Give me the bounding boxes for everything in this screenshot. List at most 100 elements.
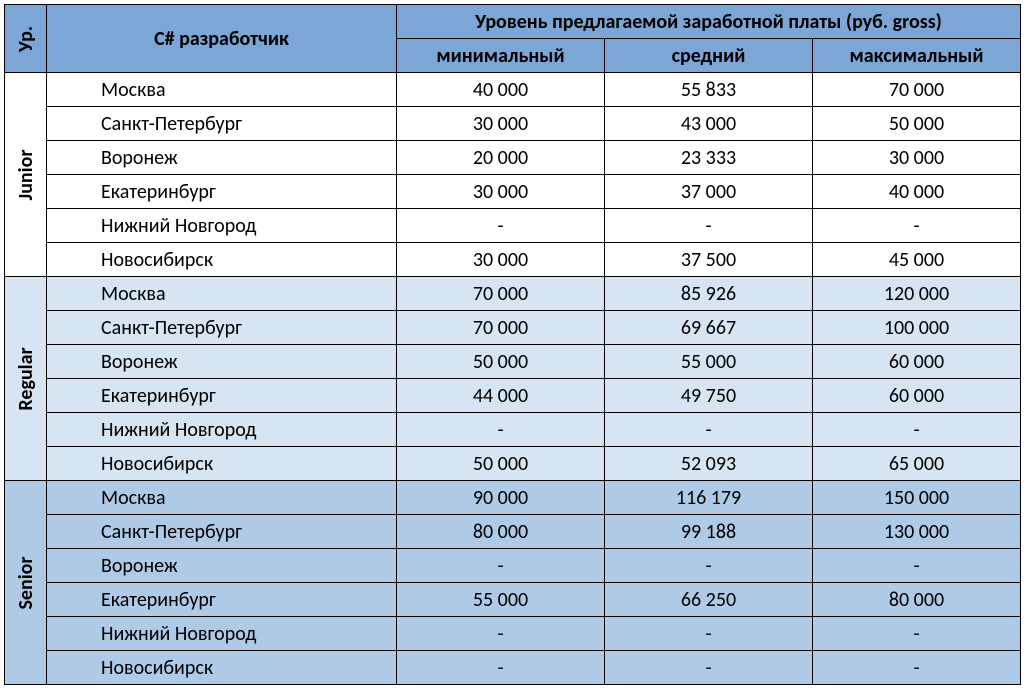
- city-cell: Санкт-Петербург: [47, 515, 397, 549]
- table-row: Воронеж20 00023 33330 000: [5, 141, 1021, 175]
- value-avg: 43 000: [605, 107, 813, 141]
- city-cell: Воронеж: [47, 549, 397, 583]
- value-avg: 116 179: [605, 481, 813, 515]
- value-max: 60 000: [813, 345, 1021, 379]
- city-cell: Нижний Новгород: [47, 617, 397, 651]
- city-cell: Воронеж: [47, 141, 397, 175]
- table-body: JuniorМосква40 00055 83370 000Санкт-Пете…: [5, 73, 1021, 685]
- table-row: Екатеринбург44 00049 75060 000: [5, 379, 1021, 413]
- value-avg: 37 500: [605, 243, 813, 277]
- table-row: SeniorМосква90 000116 179150 000: [5, 481, 1021, 515]
- level-cell: Regular: [5, 277, 47, 481]
- table-row: Воронеж---: [5, 549, 1021, 583]
- value-min: -: [397, 209, 605, 243]
- table-row: Нижний Новгород---: [5, 413, 1021, 447]
- table-row: Воронеж50 00055 00060 000: [5, 345, 1021, 379]
- value-max: 60 000: [813, 379, 1021, 413]
- city-cell: Москва: [47, 481, 397, 515]
- table-row: Новосибирск50 00052 09365 000: [5, 447, 1021, 481]
- table-row: Санкт-Петербург80 00099 188130 000: [5, 515, 1021, 549]
- value-min: 30 000: [397, 107, 605, 141]
- value-min: -: [397, 617, 605, 651]
- table-row: JuniorМосква40 00055 83370 000: [5, 73, 1021, 107]
- value-min: 30 000: [397, 175, 605, 209]
- value-avg: 55 000: [605, 345, 813, 379]
- level-cell: Junior: [5, 73, 47, 277]
- value-min: 70 000: [397, 311, 605, 345]
- city-cell: Воронеж: [47, 345, 397, 379]
- table-row: Нижний Новгород---: [5, 617, 1021, 651]
- value-avg: 85 926: [605, 277, 813, 311]
- value-avg: 23 333: [605, 141, 813, 175]
- level-label: Regular: [14, 347, 38, 410]
- value-min: 40 000: [397, 73, 605, 107]
- level-label: Junior: [14, 149, 38, 200]
- value-max: -: [813, 651, 1021, 685]
- value-avg: -: [605, 617, 813, 651]
- value-avg: -: [605, 413, 813, 447]
- value-max: -: [813, 617, 1021, 651]
- level-cell: Senior: [5, 481, 47, 685]
- value-max: 150 000: [813, 481, 1021, 515]
- value-max: 80 000: [813, 583, 1021, 617]
- value-avg: 37 000: [605, 175, 813, 209]
- table-row: Новосибирск30 00037 50045 000: [5, 243, 1021, 277]
- city-cell: Нижний Новгород: [47, 209, 397, 243]
- table-row: Екатеринбург55 00066 25080 000: [5, 583, 1021, 617]
- header-col-min: минимальный: [397, 39, 605, 73]
- value-min: 30 000: [397, 243, 605, 277]
- city-cell: Новосибирск: [47, 243, 397, 277]
- value-max: 65 000: [813, 447, 1021, 481]
- header-col-max: максимальный: [813, 39, 1021, 73]
- value-min: 70 000: [397, 277, 605, 311]
- value-max: -: [813, 413, 1021, 447]
- table-row: Новосибирск---: [5, 651, 1021, 685]
- table-row: Санкт-Петербург30 00043 00050 000: [5, 107, 1021, 141]
- header-level: Ур.: [5, 5, 47, 73]
- value-min: -: [397, 651, 605, 685]
- city-cell: Москва: [47, 277, 397, 311]
- table-row: Екатеринбург30 00037 00040 000: [5, 175, 1021, 209]
- value-avg: 49 750: [605, 379, 813, 413]
- header-role: C# разработчик: [47, 5, 397, 73]
- city-cell: Екатеринбург: [47, 175, 397, 209]
- value-min: 55 000: [397, 583, 605, 617]
- value-avg: 52 093: [605, 447, 813, 481]
- value-avg: -: [605, 209, 813, 243]
- value-max: 40 000: [813, 175, 1021, 209]
- value-min: 90 000: [397, 481, 605, 515]
- city-cell: Новосибирск: [47, 447, 397, 481]
- header-salary-group: Уровень предлагаемой заработной платы (р…: [397, 5, 1021, 39]
- city-cell: Екатеринбург: [47, 379, 397, 413]
- city-cell: Новосибирск: [47, 651, 397, 685]
- value-avg: -: [605, 651, 813, 685]
- value-avg: 55 833: [605, 73, 813, 107]
- value-avg: 66 250: [605, 583, 813, 617]
- salary-table: Ур. C# разработчик Уровень предлагаемой …: [4, 4, 1021, 685]
- value-max: 45 000: [813, 243, 1021, 277]
- city-cell: Екатеринбург: [47, 583, 397, 617]
- table-row: Санкт-Петербург70 00069 667100 000: [5, 311, 1021, 345]
- value-min: 80 000: [397, 515, 605, 549]
- value-min: -: [397, 549, 605, 583]
- level-label: Senior: [14, 556, 38, 609]
- value-min: 44 000: [397, 379, 605, 413]
- value-max: 130 000: [813, 515, 1021, 549]
- value-max: 70 000: [813, 73, 1021, 107]
- value-max: 50 000: [813, 107, 1021, 141]
- city-cell: Нижний Новгород: [47, 413, 397, 447]
- value-min: 20 000: [397, 141, 605, 175]
- value-max: -: [813, 549, 1021, 583]
- table-row: RegularМосква70 00085 926120 000: [5, 277, 1021, 311]
- value-avg: 69 667: [605, 311, 813, 345]
- header-col-avg: средний: [605, 39, 813, 73]
- table-row: Нижний Новгород---: [5, 209, 1021, 243]
- table-header: Ур. C# разработчик Уровень предлагаемой …: [5, 5, 1021, 73]
- header-level-label: Ур.: [14, 25, 38, 51]
- value-max: 30 000: [813, 141, 1021, 175]
- value-min: 50 000: [397, 345, 605, 379]
- city-cell: Санкт-Петербург: [47, 107, 397, 141]
- city-cell: Москва: [47, 73, 397, 107]
- value-min: -: [397, 413, 605, 447]
- value-avg: -: [605, 549, 813, 583]
